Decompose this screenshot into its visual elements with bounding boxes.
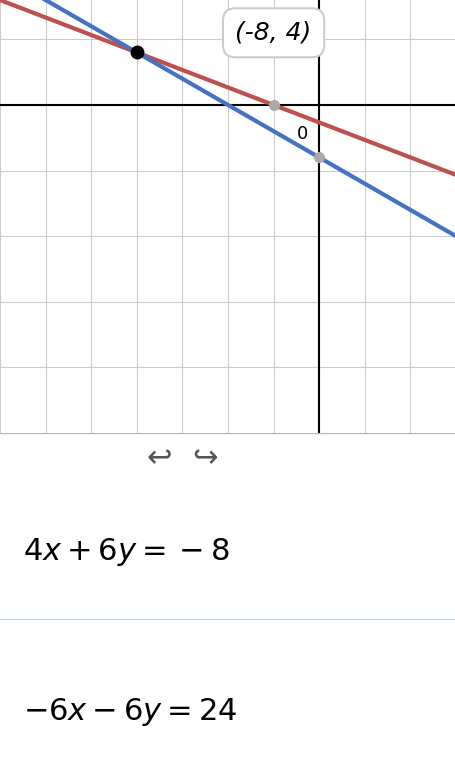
Text: 0: 0 <box>296 125 307 143</box>
Text: $-6x - 6y = 24$: $-6x - 6y = 24$ <box>23 696 237 728</box>
Text: (-8, 4): (-8, 4) <box>235 21 311 44</box>
Text: ↩: ↩ <box>147 444 172 473</box>
Text: $4x + 6y = -8$: $4x + 6y = -8$ <box>23 536 229 568</box>
Text: ↪: ↪ <box>192 444 217 473</box>
